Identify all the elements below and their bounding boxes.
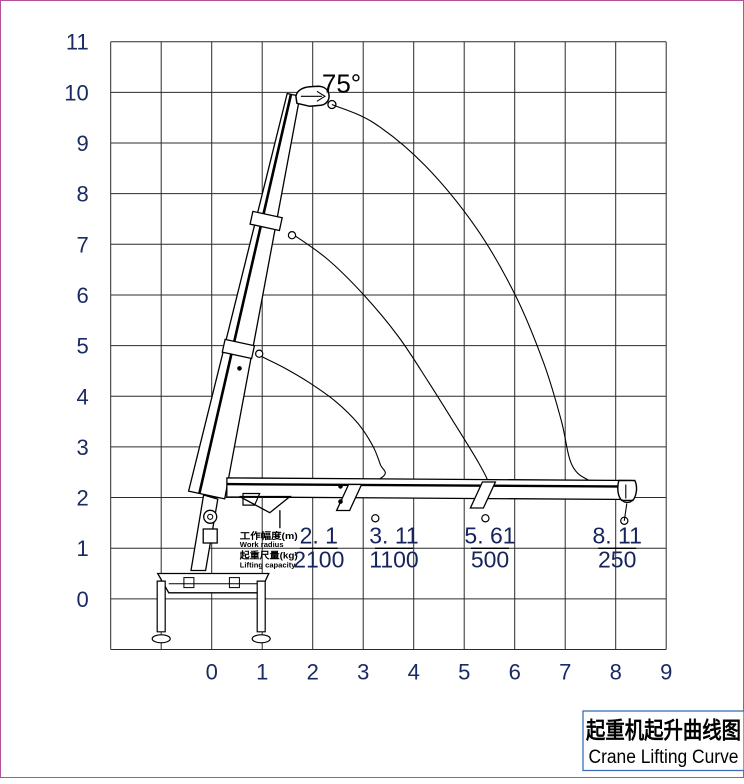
svg-text:5. 61: 5. 61 bbox=[464, 523, 515, 549]
svg-text:5: 5 bbox=[458, 660, 470, 685]
svg-text:Crane Lifting Curve: Crane Lifting Curve bbox=[589, 747, 739, 768]
svg-text:起重尺量(kg): 起重尺量(kg) bbox=[239, 549, 298, 560]
svg-text:7: 7 bbox=[76, 232, 88, 257]
svg-text:0: 0 bbox=[76, 587, 88, 612]
svg-text:2. 1: 2. 1 bbox=[300, 523, 338, 549]
svg-text:6: 6 bbox=[76, 283, 88, 308]
svg-text:3: 3 bbox=[357, 660, 369, 685]
svg-text:1: 1 bbox=[256, 660, 268, 685]
svg-text:9: 9 bbox=[76, 131, 88, 156]
svg-text:1: 1 bbox=[76, 536, 88, 561]
svg-text:8: 8 bbox=[76, 182, 88, 207]
svg-text:1100: 1100 bbox=[369, 547, 418, 573]
svg-text:起重机起升曲线图: 起重机起升曲线图 bbox=[586, 717, 741, 743]
svg-text:2100: 2100 bbox=[293, 547, 344, 573]
svg-text:6: 6 bbox=[509, 660, 521, 685]
svg-text:Lifting capacity: Lifting capacity bbox=[240, 560, 296, 569]
svg-text:7: 7 bbox=[559, 660, 571, 685]
svg-text:0: 0 bbox=[206, 660, 218, 685]
svg-text:Work radius: Work radius bbox=[240, 540, 284, 549]
svg-text:10: 10 bbox=[64, 80, 88, 105]
svg-text:11: 11 bbox=[66, 30, 89, 55]
svg-text:4: 4 bbox=[76, 384, 88, 409]
svg-text:3. 11: 3. 11 bbox=[369, 523, 418, 549]
svg-text:5: 5 bbox=[76, 334, 88, 359]
svg-text:75°: 75° bbox=[322, 69, 361, 99]
svg-text:4: 4 bbox=[408, 660, 420, 685]
svg-text:250: 250 bbox=[598, 547, 636, 573]
svg-text:500: 500 bbox=[471, 547, 509, 573]
svg-text:2: 2 bbox=[307, 660, 319, 685]
svg-text:3: 3 bbox=[76, 435, 88, 460]
svg-text:8: 8 bbox=[610, 660, 622, 685]
svg-text:9: 9 bbox=[660, 660, 672, 685]
svg-text:2: 2 bbox=[76, 486, 88, 511]
svg-text:8. 11: 8. 11 bbox=[592, 523, 641, 549]
